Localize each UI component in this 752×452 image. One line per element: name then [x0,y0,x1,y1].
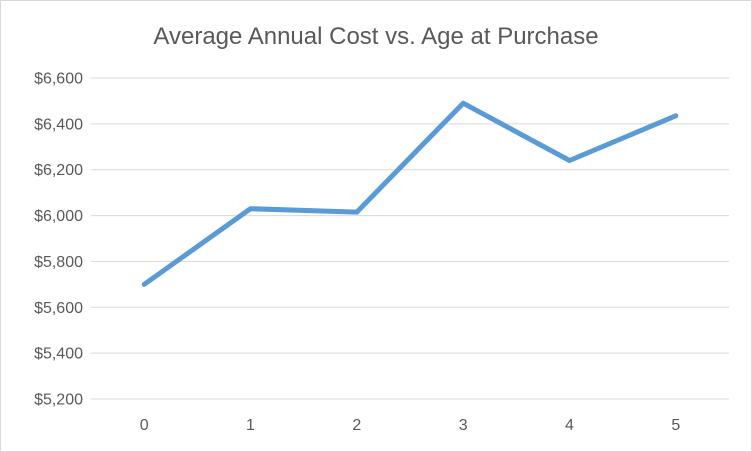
y-axis-tick-label: $5,400 [34,346,83,363]
y-axis-tick-label: $6,000 [34,208,83,225]
chart-title: Average Annual Cost vs. Age at Purchase [153,23,598,50]
y-axis-tick-label: $5,200 [34,392,83,409]
x-axis-tick-label: 0 [140,417,149,434]
x-axis-tick-label: 5 [671,417,680,434]
gridlines [91,77,729,400]
series-line [141,100,679,287]
y-axis-tick-label: $6,400 [34,116,83,133]
x-axis-tick-label: 2 [352,417,361,434]
x-axis-labels: 0 1 2 3 4 5 [140,417,681,434]
y-axis-tick-label: $5,600 [34,300,83,317]
x-axis-tick-label: 4 [565,417,574,434]
y-axis-tick-label: $5,800 [34,254,83,271]
y-axis-labels: $5,200 $5,400 $5,600 $5,800 $6,000 $6,200 $6,4… [34,71,83,409]
x-axis-tick-label: 3 [459,417,468,434]
y-axis-tick-label: $6,600 [34,71,83,88]
x-axis-tick-label: 1 [246,417,255,434]
y-axis-tick-label: $6,200 [34,162,83,179]
